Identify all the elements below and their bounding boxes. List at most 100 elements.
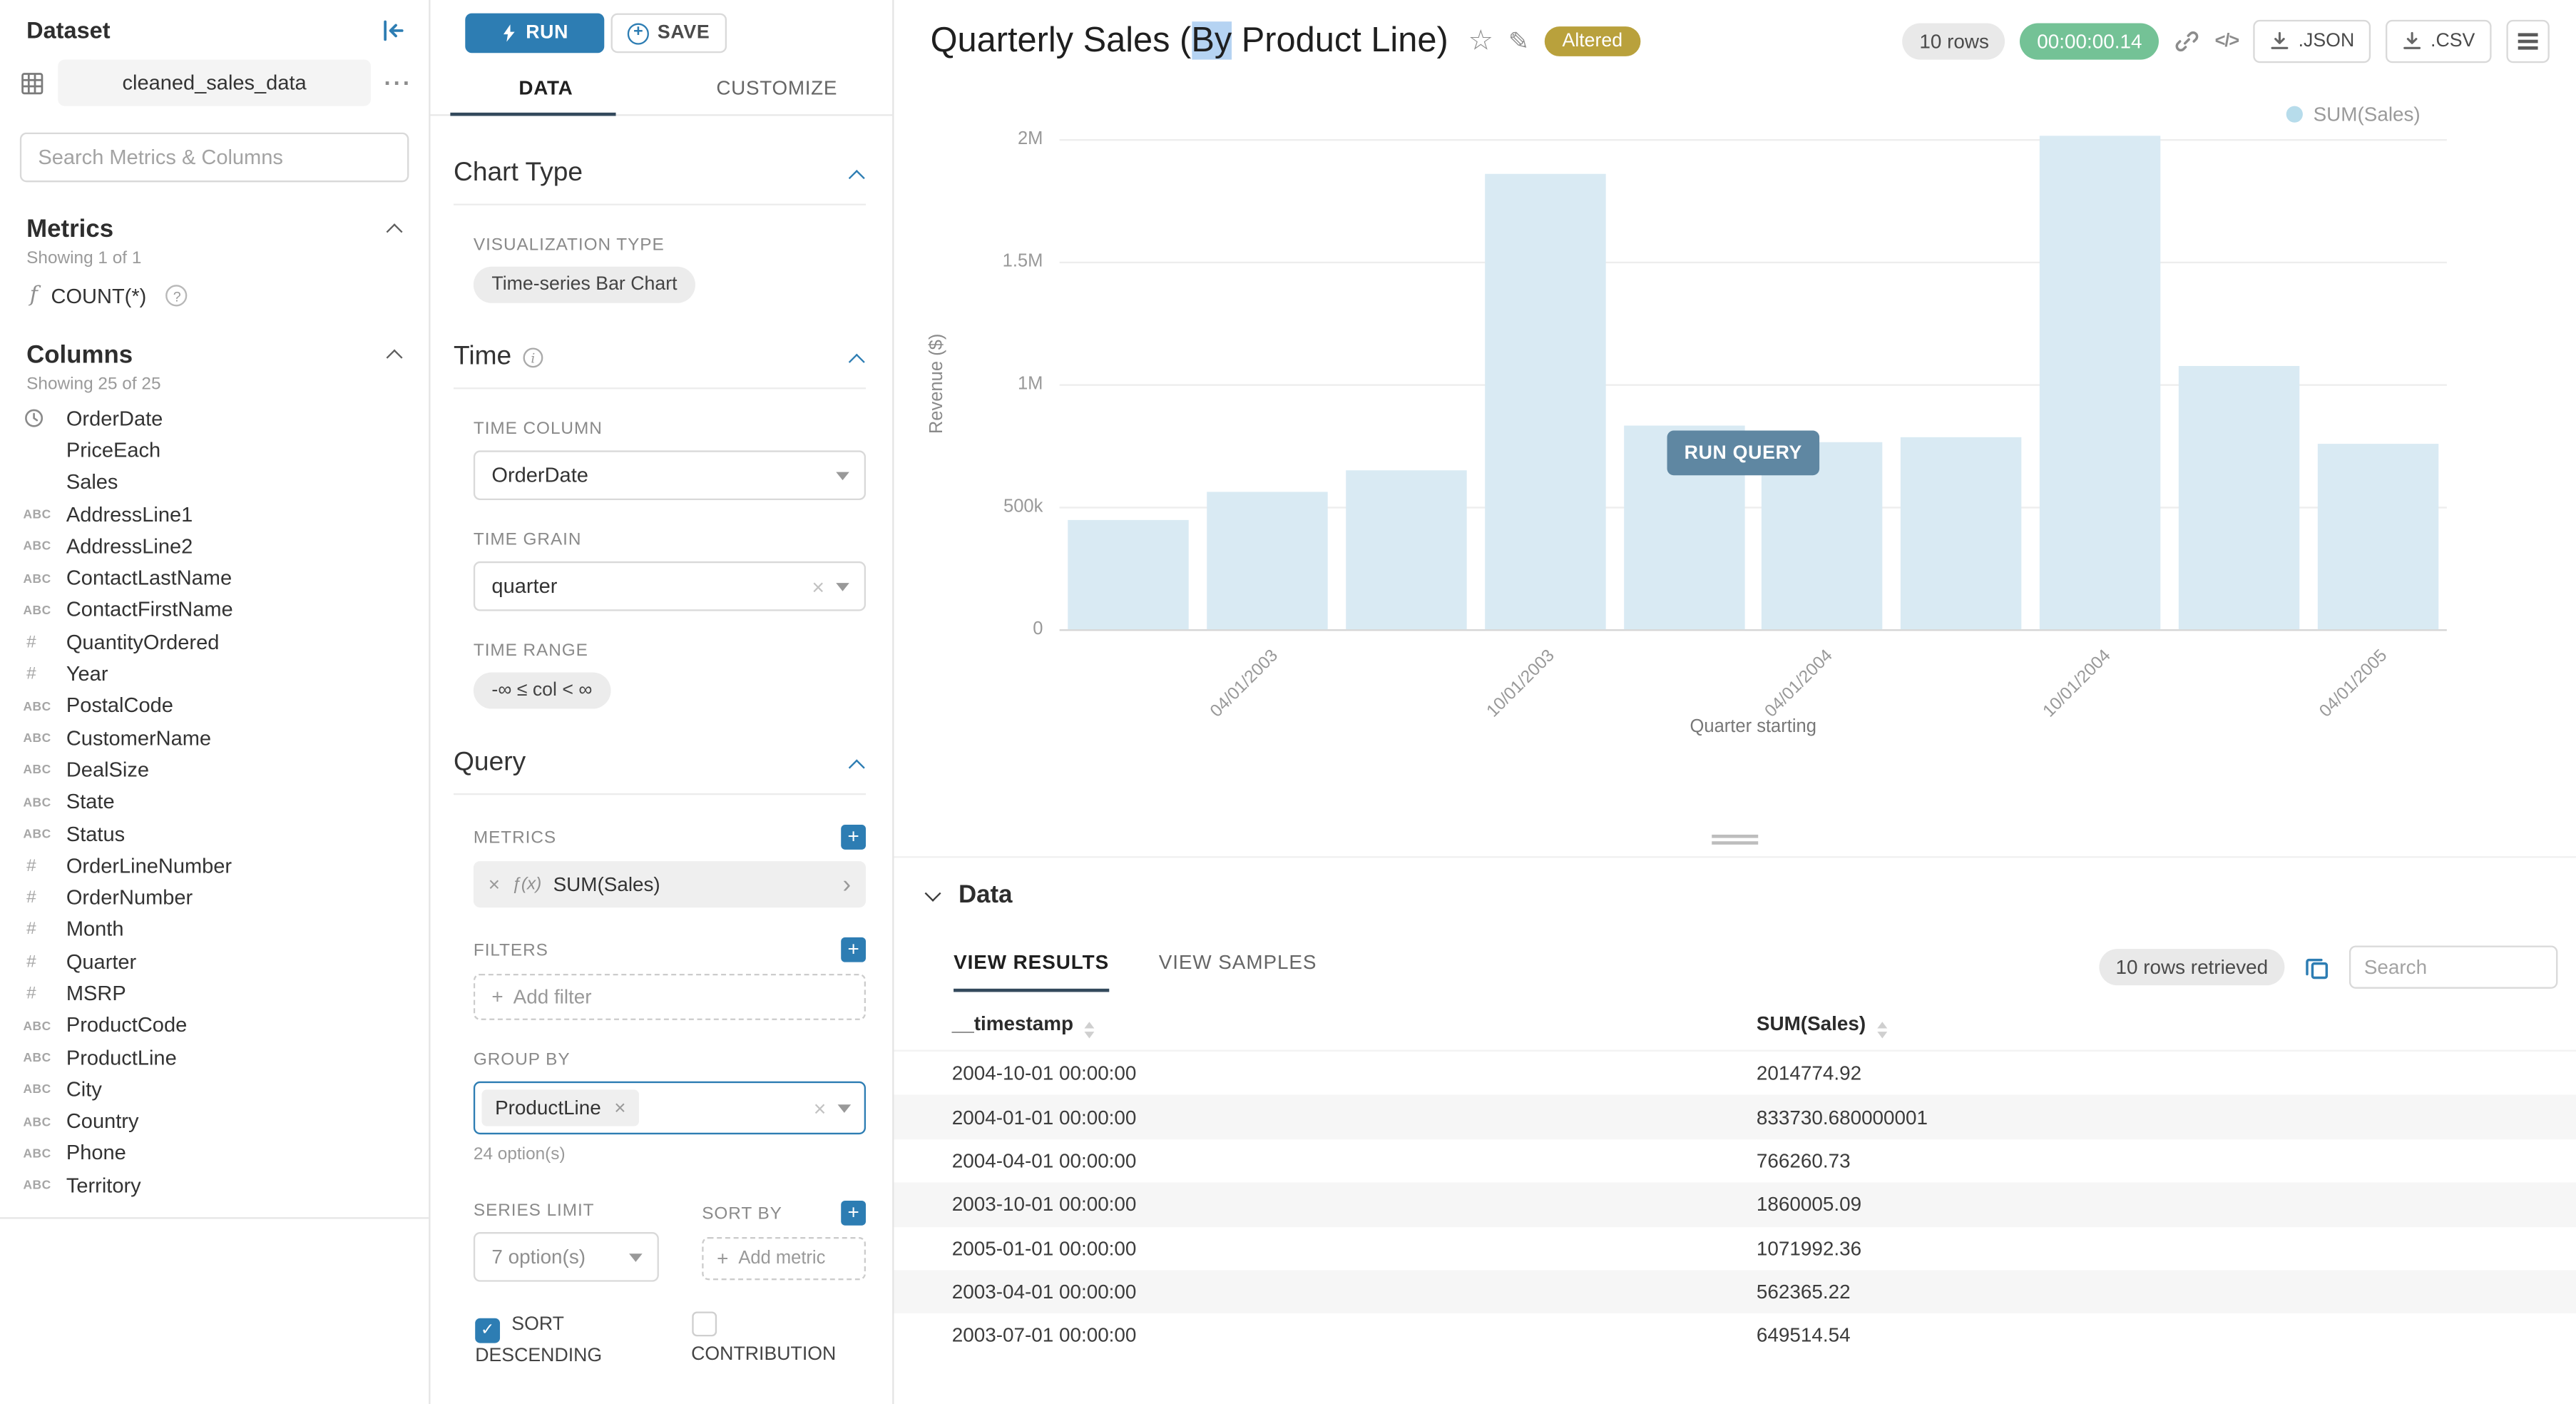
- time-range-chip[interactable]: -∞ ≤ col < ∞: [473, 672, 610, 709]
- table-row[interactable]: 2005-01-01 00:00:00 1071992.36: [894, 1226, 2576, 1270]
- pane-splitter[interactable]: [894, 826, 2576, 853]
- column-item[interactable]: ABC Country: [0, 1106, 429, 1138]
- column-item[interactable]: OrderDate: [0, 402, 429, 434]
- column-item[interactable]: ABC AddressLine1: [0, 498, 429, 530]
- sort-descending-checkbox[interactable]: ✓ SORT DESCENDING: [475, 1315, 603, 1367]
- remove-metric-icon[interactable]: ×: [488, 873, 501, 896]
- bar-2005-04-01[interactable]: [2316, 443, 2438, 630]
- group-by-control[interactable]: ProductLine × ×: [473, 1081, 867, 1135]
- collapse-time-icon[interactable]: [848, 352, 865, 370]
- table-search-input[interactable]: [2348, 945, 2558, 989]
- bar-2004-07-01[interactable]: [1901, 437, 2022, 630]
- chart-type-section-header[interactable]: Chart Type: [454, 159, 867, 205]
- time-grain-select[interactable]: quarter ×: [473, 561, 867, 611]
- column-item[interactable]: ABC Status: [0, 818, 429, 850]
- column-item[interactable]: Sales: [0, 467, 429, 499]
- tab-view-results[interactable]: VIEW RESULTS: [954, 950, 1110, 992]
- metrics-columns-search-input[interactable]: [19, 132, 409, 183]
- data-section-header[interactable]: Data: [924, 881, 2576, 909]
- column-item[interactable]: # MSRP: [0, 977, 429, 1009]
- save-button[interactable]: + SAVE: [610, 13, 727, 54]
- table-row[interactable]: 2004-04-01 00:00:00 766260.73: [894, 1139, 2576, 1182]
- metric-item[interactable]: f COUNT(*) ?: [0, 272, 429, 318]
- column-item[interactable]: ABC PostalCode: [0, 690, 429, 722]
- bar-2003-10-01[interactable]: [1484, 173, 1606, 630]
- copy-to-clipboard-icon[interactable]: [2304, 955, 2329, 980]
- sort-icon[interactable]: [1877, 1022, 1888, 1039]
- table-row[interactable]: 2004-10-01 00:00:00 2014774.92: [894, 1051, 2576, 1095]
- sort-icon[interactable]: [1085, 1022, 1095, 1039]
- remove-chip-icon[interactable]: ×: [614, 1096, 626, 1120]
- column-item[interactable]: ABC Phone: [0, 1137, 429, 1169]
- column-item[interactable]: ABC ProductCode: [0, 1009, 429, 1042]
- add-sort-metric-plus-button[interactable]: +: [841, 1200, 867, 1226]
- bar-2003-07-01[interactable]: [1346, 469, 1467, 630]
- collapse-query-icon[interactable]: [848, 758, 865, 775]
- add-filter-control[interactable]: + Add filter: [473, 973, 867, 1020]
- table-row[interactable]: 2003-07-01 00:00:00 649514.54: [894, 1313, 2576, 1357]
- checkbox-checked-icon[interactable]: ✓: [475, 1318, 501, 1343]
- checkbox-unchecked-icon[interactable]: [691, 1311, 716, 1337]
- column-item[interactable]: # Month: [0, 914, 429, 946]
- info-icon[interactable]: i: [523, 347, 543, 368]
- tab-customize[interactable]: CUSTOMIZE: [716, 76, 838, 100]
- run-button[interactable]: RUN: [465, 13, 605, 54]
- collapse-columns-icon[interactable]: [386, 350, 402, 367]
- altered-badge[interactable]: Altered: [1543, 26, 1641, 56]
- add-sort-metric-control[interactable]: + Add metric: [702, 1237, 867, 1281]
- clear-icon[interactable]: ×: [813, 1095, 827, 1121]
- columns-section-header[interactable]: Columns: [0, 318, 429, 370]
- time-column-select[interactable]: OrderDate: [473, 450, 867, 501]
- viz-type-chip[interactable]: Time-series Bar Chart: [473, 266, 696, 303]
- table-row[interactable]: 2003-04-01 00:00:00 562365.22: [894, 1270, 2576, 1314]
- column-item[interactable]: # QuantityOrdered: [0, 626, 429, 658]
- column-item[interactable]: # OrderNumber: [0, 882, 429, 914]
- column-item[interactable]: ABC Territory: [0, 1169, 429, 1201]
- column-item[interactable]: ABC State: [0, 786, 429, 818]
- add-metric-plus-button[interactable]: +: [841, 825, 867, 850]
- time-section-header[interactable]: Time i: [454, 343, 867, 390]
- run-query-button[interactable]: RUN QUERY: [1667, 430, 1820, 476]
- bar-2003-01-01[interactable]: [1068, 520, 1190, 630]
- column-header-sum-sales[interactable]: SUM(Sales): [1756, 998, 2576, 1052]
- embed-code-icon[interactable]: </>: [2214, 31, 2240, 51]
- tab-data[interactable]: DATA: [431, 68, 662, 116]
- export-json-button[interactable]: .JSON: [2253, 19, 2371, 63]
- bar-2005-01-01[interactable]: [2178, 366, 2299, 630]
- group-by-chip[interactable]: ProductLine ×: [481, 1089, 640, 1126]
- table-row[interactable]: 2004-01-01 00:00:00 833730.680000001: [894, 1095, 2576, 1139]
- clear-icon[interactable]: ×: [812, 574, 825, 599]
- column-item[interactable]: ABC CustomerName: [0, 722, 429, 754]
- column-item[interactable]: ABC ContactLastName: [0, 562, 429, 594]
- expand-caret-icon[interactable]: ›: [842, 870, 852, 899]
- column-header-timestamp[interactable]: __timestamp: [894, 998, 1757, 1052]
- metric-chip[interactable]: × ƒ(x) SUM(Sales) ›: [473, 861, 867, 908]
- series-limit-select[interactable]: 7 option(s): [473, 1232, 659, 1282]
- collapse-chart-type-icon[interactable]: [848, 168, 865, 185]
- export-csv-button[interactable]: .CSV: [2386, 19, 2492, 63]
- edit-title-icon[interactable]: ✎: [1508, 28, 1530, 56]
- share-link-icon[interactable]: [2174, 28, 2200, 54]
- help-icon[interactable]: ?: [166, 285, 188, 307]
- column-item[interactable]: ABC ProductLine: [0, 1042, 429, 1074]
- collapse-metrics-icon[interactable]: [386, 225, 402, 240]
- collapse-data-icon[interactable]: [924, 884, 941, 901]
- dataset-selector[interactable]: cleaned_sales_data ···: [0, 46, 429, 116]
- table-row[interactable]: 2003-10-01 00:00:00 1860005.09: [894, 1182, 2576, 1226]
- tab-view-samples[interactable]: VIEW SAMPLES: [1158, 950, 1317, 973]
- chart-legend[interactable]: SUM(Sales): [2286, 103, 2421, 126]
- column-item[interactable]: # Year: [0, 658, 429, 690]
- favorite-star-icon[interactable]: ☆: [1468, 24, 1493, 56]
- add-filter-plus-button[interactable]: +: [841, 937, 867, 962]
- menu-button[interactable]: [2506, 19, 2550, 63]
- contribution-checkbox[interactable]: CONTRIBUTION: [691, 1311, 866, 1371]
- collapse-panel-icon[interactable]: [381, 17, 406, 42]
- bar-2003-04-01[interactable]: [1207, 491, 1329, 630]
- column-item[interactable]: PriceEach: [0, 434, 429, 467]
- chart-title[interactable]: Quarterly Sales (By Product Line): [930, 21, 1448, 60]
- dataset-name[interactable]: cleaned_sales_data: [58, 59, 371, 106]
- metrics-section-header[interactable]: Metrics: [0, 192, 429, 243]
- column-item[interactable]: ABC AddressLine2: [0, 530, 429, 562]
- column-item[interactable]: # Quarter: [0, 946, 429, 978]
- query-section-header[interactable]: Query: [454, 748, 867, 795]
